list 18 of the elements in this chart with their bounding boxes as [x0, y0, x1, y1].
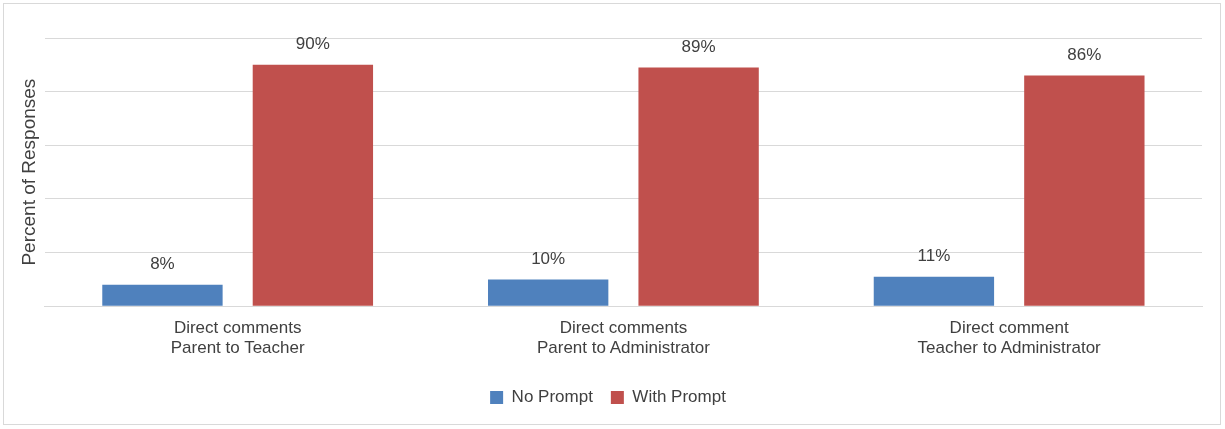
- x-tick-label: Direct comments Parent to Teacher: [170, 318, 305, 358]
- data-label: 10%: [531, 248, 566, 268]
- data-label: 86%: [1067, 44, 1102, 64]
- x-tick-label: Direct comments Parent to Administrator: [536, 318, 711, 358]
- bar: [1024, 75, 1145, 306]
- x-tick-label: Direct comment Teacher to Administrator: [917, 318, 1102, 358]
- data-label: 89%: [681, 36, 716, 56]
- bar: [873, 276, 995, 306]
- bar: [488, 279, 609, 306]
- y-axis-title: Percent of Responses: [17, 78, 39, 266]
- bar: [102, 284, 223, 306]
- data-label: 8%: [150, 253, 175, 273]
- data-label: 11%: [917, 245, 951, 265]
- data-label: 90%: [295, 34, 330, 54]
- bar: [638, 67, 759, 306]
- bar: [252, 64, 374, 306]
- legend-label: No Prompt: [511, 387, 594, 407]
- legend-label: With Prompt: [632, 387, 727, 407]
